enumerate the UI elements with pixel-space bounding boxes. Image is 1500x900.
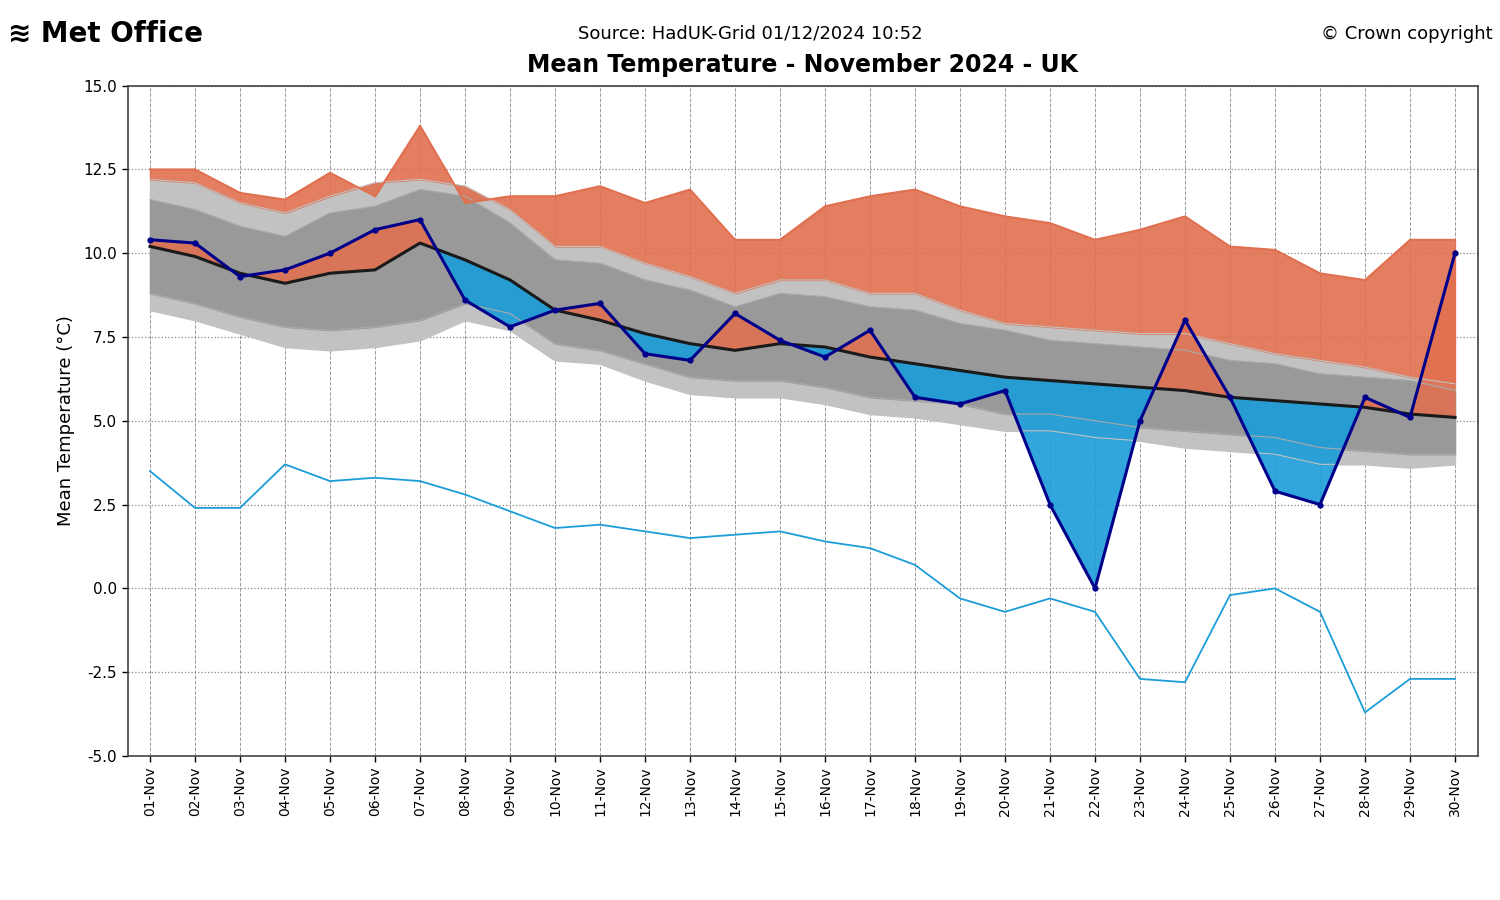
Text: Source: HadUK-Grid 01/12/2024 10:52: Source: HadUK-Grid 01/12/2024 10:52 — [578, 24, 922, 42]
Title: Mean Temperature - November 2024 - UK: Mean Temperature - November 2024 - UK — [526, 52, 1078, 76]
Y-axis label: Mean Temperature (°C): Mean Temperature (°C) — [57, 315, 75, 526]
Text: ≋ Met Office: ≋ Met Office — [8, 20, 202, 48]
Text: © Crown copyright: © Crown copyright — [1322, 24, 1492, 42]
